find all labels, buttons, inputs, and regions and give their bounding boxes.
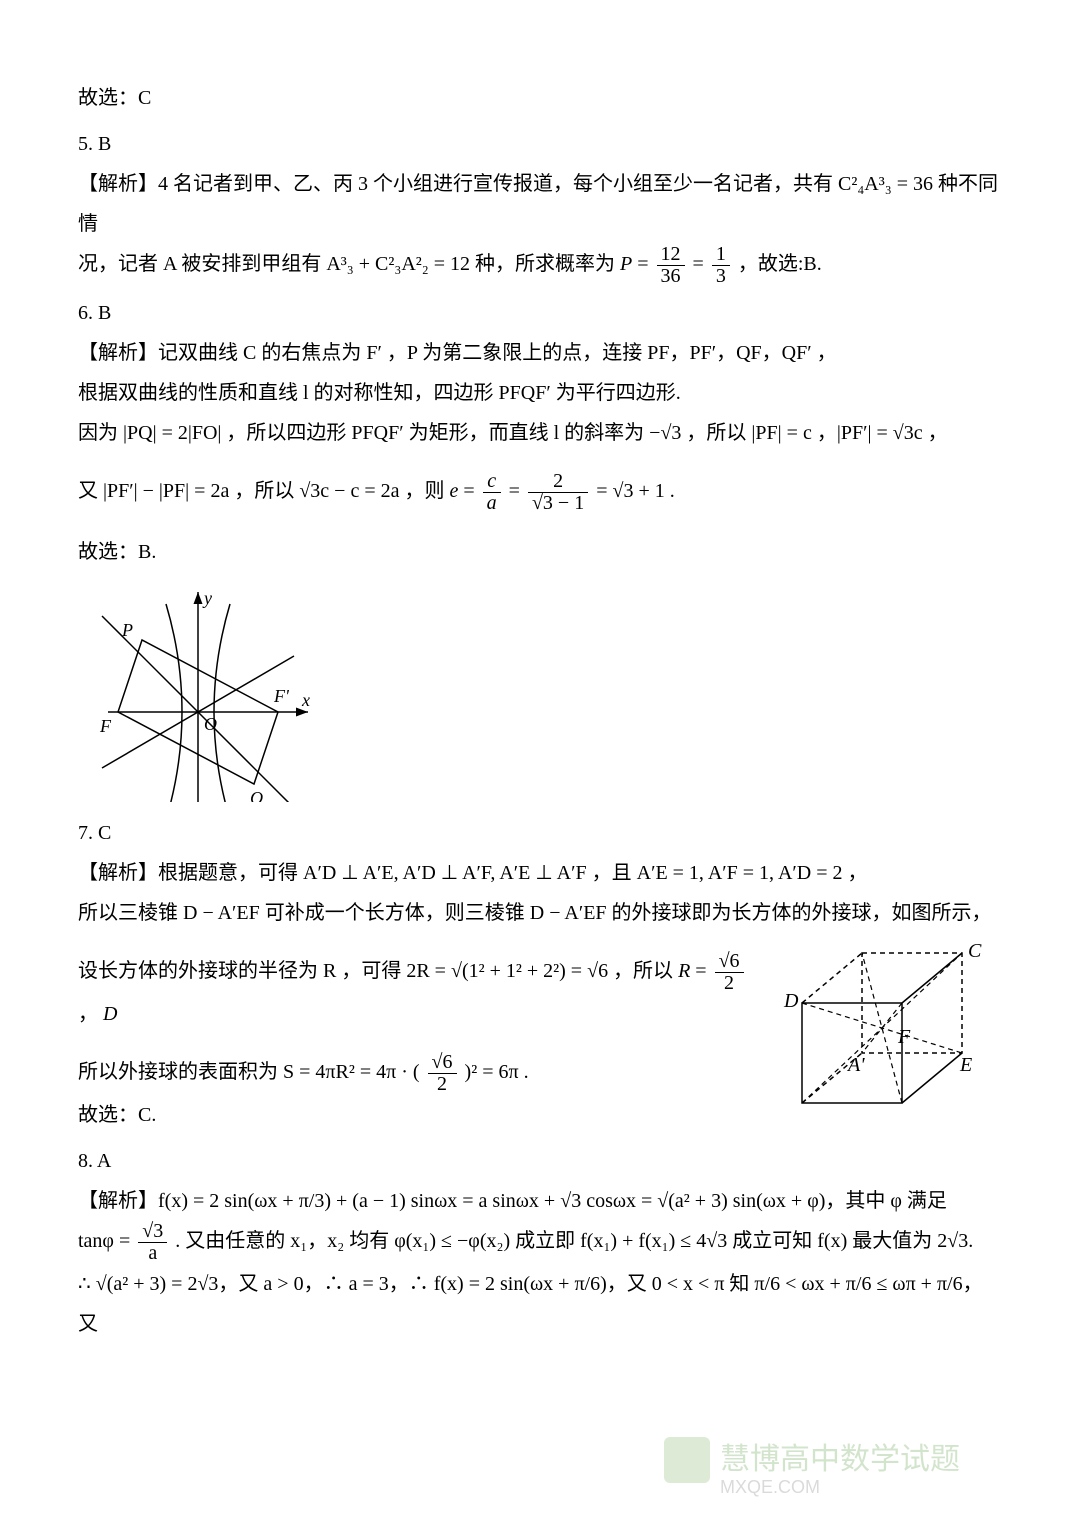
q7-text: 设长方体的外接球的半径为 R ，可得 2R = √(1² + 1² + 2²) … (78, 933, 754, 1135)
q7-l3-pre: 设长方体的外接球的半径为 R ，可得 (78, 960, 406, 982)
q5-l2-P: P (620, 253, 632, 275)
svg-text:C: C (968, 940, 982, 962)
q7-row: 设长方体的外接球的半径为 R ，可得 2R = √(1² + 1² + 2²) … (78, 933, 1002, 1135)
q7-l1: 【解析】根据题意，可得 A′D ⊥ A′E, A′D ⊥ A′F, A′E ⊥ … (78, 853, 1002, 893)
q5-frac2-num: 1 (712, 244, 730, 266)
q5-l1-pre: 【解析】4 名记者到甲、乙、丙 3 个小组进行宣传报道，每个小组至少一名记者，共… (78, 173, 838, 195)
q6-fracA-num: c (483, 471, 501, 493)
q6-label: 6. B (78, 293, 1002, 333)
q7-frac2-num: √6 (428, 1052, 457, 1074)
q6-figure: y x P F O F' Q (78, 572, 1002, 807)
q5-l2-eq2: = (693, 253, 704, 275)
q5-frac2: 1 3 (712, 244, 730, 287)
q8-frac-den: a (138, 1243, 167, 1264)
q7-frac2-den: 2 (428, 1074, 457, 1095)
q7-label: 7. C (78, 813, 1002, 853)
q5-l2-eq: = (637, 253, 648, 275)
q8-l2-tail: . 又由任意的 x₁，x₂ 均有 φ(x₁) ≤ −φ(x₂) 成立即 f(x₁… (175, 1230, 973, 1252)
watermark-svg: 慧博高中数学试题 MXQE.COM (660, 1433, 1020, 1503)
q6-l2: 根据双曲线的性质和直线 l 的对称性知，四边形 PFQF′ 为平行四边形. (78, 373, 1002, 413)
svg-text:y: y (202, 588, 212, 608)
q6-fracA: c a (483, 471, 501, 514)
q5-l2-mid: 种，所求概率为 (475, 253, 620, 275)
q7-l4-expr: S = 4πR² = 4π · ( (283, 1061, 420, 1083)
q8-label: 8. A (78, 1141, 1002, 1181)
q7-l3: 设长方体的外接球的半径为 R ，可得 2R = √(1² + 1² + 2²) … (78, 951, 754, 1034)
q5-l2-combo: A³₃ + C²₃A²₂ = 12 (326, 253, 470, 275)
q5-frac1: 12 36 (657, 244, 685, 287)
svg-text:O: O (204, 714, 217, 734)
svg-text:F: F (897, 1026, 911, 1048)
q7-l3-R: R (678, 960, 690, 982)
q7-l4-pre: 所以外接球的表面积为 (78, 1061, 283, 1083)
q8-l2-pre: tanφ = (78, 1230, 135, 1252)
q6-fracA-den: a (483, 493, 501, 514)
q5-frac1-den: 36 (657, 266, 685, 287)
svg-text:F: F (99, 716, 112, 736)
q7-frac1-den: 2 (715, 973, 744, 994)
prev-choose: 故选：C (78, 78, 1002, 118)
q6-fracB-den: √3 − 1 (528, 493, 588, 514)
q7-frac1: √6 2 (715, 951, 744, 994)
q8-frac-num: √3 (138, 1221, 167, 1243)
page: 故选：C 5. B 【解析】4 名记者到甲、乙、丙 3 个小组进行宣传报道，每个… (0, 0, 1080, 1527)
q7-frac1-num: √6 (715, 951, 744, 973)
q6-fracB: 2 √3 − 1 (528, 471, 588, 514)
q7-l4-tail: )² = 6π . (465, 1061, 529, 1083)
q7-choose: 故选：C. (78, 1095, 754, 1135)
q7-figure: C D A' E F (772, 933, 1002, 1128)
q7-l3-equals: = (695, 960, 706, 982)
q6-l4-pre: 又 |PF′| − |PF| = 2a ，所以 √3c − c = 2a ，则 (78, 480, 449, 502)
q5-l2-tail: ，故选:B. (738, 253, 822, 275)
svg-text:A': A' (846, 1054, 865, 1076)
q6-l4-e: e (449, 480, 458, 502)
q6-l4-tail: = √3 + 1 . (596, 480, 675, 502)
q5-label: 5. B (78, 124, 1002, 164)
q5-l1-combo: C²₄A³₃ = 36 (838, 173, 933, 195)
svg-text:E: E (959, 1054, 972, 1076)
svg-text:F': F' (273, 686, 290, 706)
q6-svg: y x P F O F' Q (78, 572, 338, 802)
watermark: 慧博高中数学试题 MXQE.COM (660, 1433, 1020, 1503)
q8-l1: 【解析】f(x) = 2 sin(ωx + π/3) + (a − 1) sin… (78, 1181, 1002, 1221)
q5-frac2-den: 3 (712, 266, 730, 287)
svg-text:慧博高中数学试题: 慧博高中数学试题 (720, 1443, 960, 1476)
q5-line1: 【解析】4 名记者到甲、乙、丙 3 个小组进行宣传报道，每个小组至少一名记者，共… (78, 164, 1002, 244)
q6-choose: 故选：B. (78, 532, 1002, 572)
q7-l3-tail: ， (78, 1003, 98, 1025)
q6-l4-eq1: = (463, 480, 474, 502)
q6-l3: 因为 |PQ| = 2|FO| ，所以四边形 PFQF′ 为矩形，而直线 l 的… (78, 413, 1002, 453)
q6-l4: 又 |PF′| − |PF| = 2a ，所以 √3c − c = 2a ，则 … (78, 471, 1002, 514)
svg-text:D: D (783, 990, 799, 1012)
svg-text:MXQE.COM: MXQE.COM (720, 1477, 820, 1497)
svg-text:Q: Q (250, 788, 263, 802)
q8-frac: √3 a (138, 1221, 167, 1264)
q7-l4: 所以外接球的表面积为 S = 4πR² = 4π · ( √6 2 )² = 6… (78, 1052, 754, 1095)
q5-frac1-num: 12 (657, 244, 685, 266)
q7-l2: 所以三棱锥 D − A′EF 可补成一个长方体，则三棱锥 D − A′EF 的外… (78, 893, 1002, 933)
q7-frac2: √6 2 (428, 1052, 457, 1095)
svg-text:x: x (301, 690, 310, 710)
q7-l3-mid: ，所以 (613, 960, 678, 982)
q6-l1: 【解析】记双曲线 C 的右焦点为 F′ ，P 为第二象限上的点，连接 PF，PF… (78, 333, 1002, 373)
q5-l2-pre: 况，记者 A 被安排到甲组有 (78, 253, 326, 275)
q8-l2: tanφ = √3 a . 又由任意的 x₁，x₂ 均有 φ(x₁) ≤ −φ(… (78, 1221, 1002, 1264)
q7-l3-D: D (103, 1003, 117, 1025)
q7-svg: C D A' E F (772, 933, 1002, 1123)
q8-l3: ∴ √(a² + 3) = 2√3，又 a > 0，∴ a = 3，∴ f(x)… (78, 1264, 1002, 1344)
q6-l4-eq2: = (509, 480, 520, 502)
q6-fracB-num: 2 (528, 471, 588, 493)
q5-line2: 况，记者 A 被安排到甲组有 A³₃ + C²₃A²₂ = 12 种，所求概率为… (78, 244, 1002, 287)
q7-l3-eq: 2R = √(1² + 1² + 2²) = √6 (406, 960, 608, 982)
svg-text:P: P (121, 620, 133, 640)
